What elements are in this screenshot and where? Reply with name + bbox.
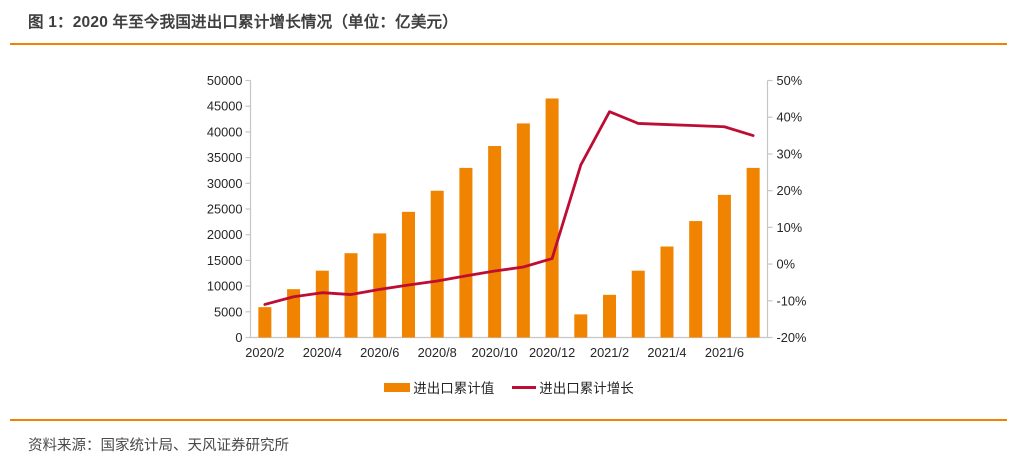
y-axis-left-label: 20000	[207, 227, 243, 242]
y-axis-right-label: -10%	[777, 293, 807, 308]
footer-divider	[10, 419, 1007, 421]
y-axis-left-label: 15000	[207, 253, 243, 268]
y-axis-right-label: 20%	[777, 183, 803, 198]
bar	[689, 221, 703, 338]
legend-item-line-series: 进出口累计增长	[512, 377, 634, 397]
x-axis-label: 2020/6	[360, 345, 399, 360]
y-axis-left-label: 50000	[207, 73, 243, 88]
y-axis-left-label: 0	[235, 330, 242, 345]
legend-label-line-series: 进出口累计增长	[539, 381, 634, 396]
bar	[459, 167, 473, 338]
y-axis-right-label: 0%	[777, 257, 796, 272]
bar	[603, 294, 617, 338]
figure-title: 图 1：2020 年至今我国进出口累计增长情况（单位：亿美元）	[28, 14, 458, 31]
y-axis-left-label: 25000	[207, 202, 243, 217]
bar	[545, 98, 559, 338]
x-axis-label: 2021/6	[705, 345, 744, 360]
bar	[516, 123, 530, 338]
x-axis-label: 2021/2	[590, 345, 629, 360]
legend-label-bar-series: 进出口累计值	[413, 381, 495, 396]
bar-series-swatch-icon	[384, 382, 411, 392]
bar	[258, 307, 272, 338]
chart-legend: 进出口累计值 进出口累计增长	[250, 377, 768, 397]
bar	[315, 270, 329, 338]
y-axis-left-label: 45000	[207, 99, 243, 114]
y-axis-right-label: -20%	[777, 330, 807, 345]
x-axis-label: 2021/4	[647, 345, 686, 360]
x-axis-label: 2020/4	[303, 345, 342, 360]
y-axis-right-label: 50%	[777, 73, 803, 88]
x-axis-label: 2020/10	[472, 345, 518, 360]
y-axis-left-label: 10000	[207, 279, 243, 294]
bar	[430, 190, 444, 338]
y-axis-right-label: 30%	[777, 146, 803, 161]
bar	[574, 314, 588, 338]
growth-line	[263, 110, 755, 306]
y-axis-left-label: 30000	[207, 176, 243, 191]
y-axis-left-label: 40000	[207, 124, 243, 139]
bar	[746, 167, 760, 338]
bar	[631, 270, 645, 338]
y-axis-right-label: 10%	[777, 220, 803, 235]
bar	[717, 194, 731, 338]
bar	[401, 211, 415, 338]
y-axis-right-label: 40%	[777, 110, 803, 125]
title-divider	[10, 43, 1007, 45]
x-axis-label: 2020/2	[245, 345, 284, 360]
x-axis-label: 2020/8	[418, 345, 457, 360]
line-series-swatch-icon	[512, 385, 537, 389]
combo-chart: 0 5000 10000 15000 20000 25000 30000 35000 40000…	[207, 73, 807, 360]
x-axis-label: 2020/12	[529, 345, 575, 360]
y-axis-left-label: 35000	[207, 150, 243, 165]
bar	[287, 289, 301, 338]
bar	[488, 146, 502, 338]
bar	[660, 246, 674, 338]
y-axis-left-label: 5000	[214, 304, 242, 319]
legend-item-bar-series: 进出口累计值	[384, 377, 494, 397]
bar	[373, 233, 387, 338]
source-note: 资料来源：国家统计局、天风证券研究所	[28, 438, 289, 454]
